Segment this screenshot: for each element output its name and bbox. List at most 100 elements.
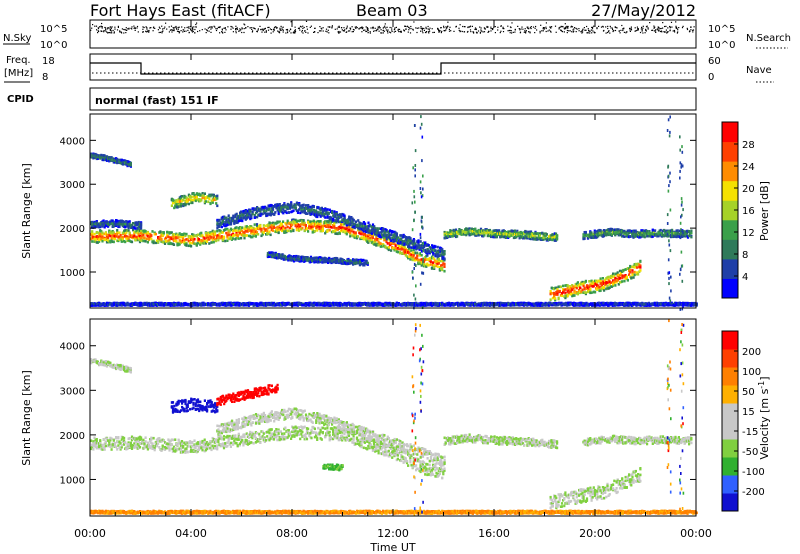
- nsky-point: [637, 27, 639, 30]
- nsky-point: [412, 29, 414, 31]
- rti-cell: [327, 261, 330, 264]
- nsky-point: [479, 26, 481, 28]
- rti-cell: [116, 222, 119, 225]
- rti-cell: [291, 210, 294, 213]
- rti-cell: [206, 195, 209, 199]
- rti-cell: [320, 214, 323, 217]
- nsky-point: [124, 29, 126, 31]
- rti-cell: [297, 229, 301, 232]
- rti-cell: [397, 244, 401, 247]
- rti-cell: [272, 255, 275, 259]
- rti-cell: [629, 235, 632, 238]
- nsky-point: [387, 29, 389, 31]
- rti-cell: [438, 268, 441, 271]
- rti-cell: [93, 232, 96, 236]
- rti-cell: [175, 236, 178, 239]
- rti-cell: [159, 230, 162, 233]
- rti-cell: [600, 230, 603, 233]
- nsky-point: [101, 22, 103, 25]
- rti-cell: [243, 231, 246, 234]
- rti-cell: [208, 242, 211, 245]
- nsky-label: N.Sky: [3, 33, 31, 44]
- nsky-point: [331, 25, 333, 27]
- rti-cell: [121, 162, 124, 166]
- rti-cell: [108, 156, 111, 159]
- rti-cell: [538, 237, 542, 241]
- rti-cell: [269, 251, 272, 255]
- rti-cell: [169, 231, 172, 234]
- rti-cell: [232, 214, 235, 218]
- nsky-point: [543, 28, 545, 30]
- rti-cell: [622, 234, 625, 238]
- rti-cell: [128, 163, 131, 166]
- rti-cell: [211, 238, 214, 242]
- rti-cell: [592, 280, 595, 284]
- rti-cell: [398, 240, 401, 244]
- power-rti-cells: [90, 115, 698, 311]
- rti-cell: [321, 211, 325, 214]
- rti-cell: [342, 226, 345, 230]
- rti-cell: [282, 225, 285, 228]
- nsky-point: [519, 31, 522, 33]
- nsky-point: [369, 32, 371, 34]
- nsky-point: [265, 31, 267, 33]
- nsky-point: [360, 27, 362, 29]
- rti-cell: [574, 291, 577, 295]
- nsky-point: [566, 32, 568, 34]
- rti-cell: [423, 241, 426, 245]
- rti-cell: [618, 229, 621, 233]
- rti-cell: [267, 226, 270, 230]
- rti-cell: [96, 222, 99, 225]
- nave-label: Nave: [746, 65, 772, 76]
- rti-cell: [137, 236, 140, 240]
- rti-cell: [503, 235, 506, 239]
- rti-cell: [341, 212, 344, 216]
- rti-cell: [558, 289, 561, 293]
- rti-cell: [129, 161, 132, 165]
- rti-cell: [309, 209, 312, 212]
- rti-cell: [566, 294, 569, 298]
- rti-cell: [234, 215, 237, 219]
- rti-cell: [112, 234, 115, 237]
- rti-cell: [144, 231, 147, 235]
- nsky-point: [352, 31, 354, 33]
- nsky-point: [634, 30, 636, 32]
- nsky-point: [602, 26, 604, 28]
- rti-cell: [331, 261, 334, 264]
- nsky-point: [645, 28, 647, 30]
- rti-cell: [310, 212, 313, 216]
- rti-cell: [316, 257, 319, 260]
- nsky-point: [492, 28, 494, 30]
- nsky-point: [598, 25, 600, 27]
- rti-cell: [233, 222, 236, 225]
- nsky-point: [100, 30, 103, 32]
- rti-cell: [160, 238, 163, 242]
- nsky-point: [269, 28, 271, 30]
- rti-cell: [334, 215, 337, 218]
- rti-cell: [125, 231, 128, 235]
- rti-cell: [535, 236, 538, 240]
- nsky-point: [309, 26, 311, 28]
- rti-cell: [240, 236, 243, 240]
- rti-cell: [193, 196, 196, 199]
- rti-cell: [550, 292, 553, 295]
- rti-cell: [535, 232, 538, 235]
- rti-cell: [194, 195, 197, 199]
- nsky-point: [361, 26, 363, 28]
- nsky-point: [180, 30, 182, 32]
- nsky-point: [145, 30, 147, 32]
- rti-cell: [374, 227, 377, 230]
- rti-cell: [555, 286, 558, 290]
- nsky-point: [322, 27, 324, 29]
- rti-cell: [124, 233, 127, 236]
- rti-cell: [195, 195, 198, 198]
- rti-cell: [638, 231, 641, 234]
- rti-cell: [371, 223, 375, 226]
- rti-cell: [326, 215, 329, 219]
- rti-cell: [360, 230, 363, 233]
- nsky-point: [425, 32, 427, 34]
- rti-cell: [224, 220, 227, 224]
- rti-cell: [91, 220, 94, 224]
- rti-cell: [253, 213, 256, 217]
- rti-cell: [419, 240, 422, 243]
